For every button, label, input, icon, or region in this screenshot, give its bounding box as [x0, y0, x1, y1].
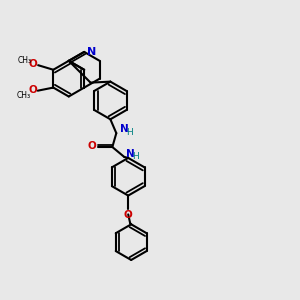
Text: N: N [126, 149, 135, 159]
Text: N: N [87, 47, 96, 57]
Text: O: O [88, 141, 97, 151]
Text: O: O [28, 59, 37, 69]
Text: H: H [126, 128, 133, 137]
Text: H: H [132, 152, 139, 161]
Text: CH₃: CH₃ [17, 56, 31, 65]
Text: O: O [28, 85, 37, 95]
Text: O: O [124, 210, 133, 220]
Text: CH₃: CH₃ [17, 91, 31, 100]
Text: N: N [120, 124, 129, 134]
